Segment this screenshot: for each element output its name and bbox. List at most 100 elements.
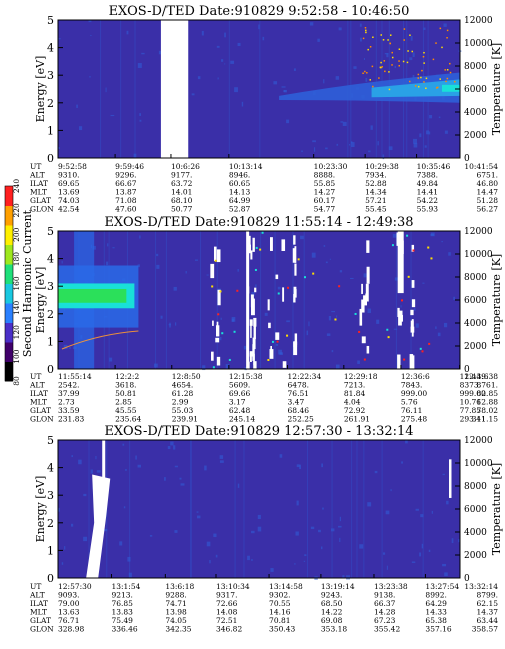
table-cell: 13:6:18 [165,582,194,591]
table-cell: 14.47 [477,188,499,197]
table-cell: 55.85 [314,179,336,188]
panel-title: EXOS-D/TED Date:910829 12:57:30 - 13:32:… [104,424,413,439]
table-cell: 13:19:14 [321,582,355,591]
row-label: GLON [30,415,54,424]
table-cell: 8888. [314,171,335,180]
table-cell: 9310. [58,171,79,180]
table-cell: 72.66 [216,599,238,608]
table-cell: 68.46 [288,406,310,415]
y-axis-label: Energy [eV] [34,267,47,334]
colorbar-segment [5,264,13,284]
row-label: MLT [30,188,47,197]
y-tick-label: 5 [47,434,54,447]
table-cell: 353.18 [321,625,347,634]
row-label: ALT [29,591,45,600]
white-streaks [86,440,452,578]
spectrogram-background [58,440,460,578]
table-cell: 52.87 [229,205,251,214]
y2-tick-label: 12000 [464,436,493,446]
y2-tick-label: 0 [464,154,470,164]
table-cell: 11:55:14 [58,372,92,381]
table-cell: 12:36:6 [401,372,430,381]
table-cell: 45.55 [115,406,137,415]
row-label: UT [30,162,41,171]
table-cell: 14.33 [425,608,447,617]
row-label: UT [30,372,41,381]
table-cell: 72.51 [216,616,237,625]
plasma-core [58,231,139,369]
row-label: ILAT [30,389,48,398]
table-cell: 10:29:38 [365,162,399,171]
table-cell: 12:29:18 [344,372,378,381]
table-cell: 14.37 [477,608,499,617]
table-cell: 14.41 [417,188,438,197]
table-cell: 76.85 [111,599,133,608]
table-cell: 69.66 [229,389,251,398]
y2-tick-label: 12000 [464,227,493,237]
table-cell: 2.85 [115,398,132,407]
y-axis-label: Energy [eV] [34,56,47,123]
table-cell: 55.45 [365,205,387,214]
y2-axis-label: Temperature [K] [490,43,503,135]
table-cell: 77.85 [460,406,482,415]
table-cell: 2.99 [172,398,189,407]
row-label: ILAT [30,179,48,188]
y2-tick-label: 2000 [464,551,487,561]
table-cell: 54.22 [417,196,439,205]
table-cell: 76.51 [288,389,309,398]
table-cell: 3618. [115,381,136,390]
colorbar-segment [5,322,13,343]
y-tick-label: 2 [47,97,54,110]
table-cell: 328.98 [58,625,84,634]
table-cell: 8946. [229,171,250,180]
table-cell: 999.00 [460,389,486,398]
panel-2: EXOS-D/TED Date:910829 11:55:14 - 12:49:… [29,215,503,424]
table-cell: 76.11 [401,406,422,415]
y-tick-label: 5 [47,225,54,238]
table-cell: 6751. [477,171,498,180]
colorbar-segment [5,205,13,226]
y2-tick-label: 10000 [464,39,493,49]
y2-axis-label: Temperature [K] [490,463,503,555]
table-cell: 12.88 [477,398,499,407]
row-label: GLAT [30,406,51,415]
table-cell: 70.81 [269,616,290,625]
table-cell: 9:59:46 [115,162,144,171]
y2-tick-label: 6000 [464,296,487,306]
table-cell: 14.13 [229,188,251,197]
y-tick-label: 0 [47,363,54,376]
table-cell: 12:22:34 [288,372,322,381]
y2-tick-label: 6000 [464,85,487,95]
colorbar-segment [5,186,13,206]
orbit-table: UT 11:55:14 12:2:2 12:8:50 12:15:38 12:22:34 1… [29,372,498,424]
y2-tick-label: 2000 [464,131,487,141]
y2-tick-label: 0 [464,365,470,375]
table-cell: 62.48 [229,406,251,415]
table-cell: 12:15:38 [229,372,263,381]
colorbar-tick-label: 100 [12,349,21,364]
y-tick-label: 2 [47,308,54,321]
table-cell: 13:10:34 [216,582,250,591]
table-cell: 13.69 [58,188,80,197]
table-cell: 5609. [229,381,250,390]
y2-tick-label: 4000 [464,528,487,538]
table-cell: 66.37 [374,599,396,608]
row-label: ALT [29,171,45,180]
table-cell: 8992. [425,591,446,600]
colorbar-tick-label: 160 [12,276,21,291]
y-axis-label: Energy [eV] [34,476,47,543]
table-cell: 8799. [477,591,498,600]
y-tick-label: 3 [47,280,54,293]
table-cell: 358.57 [472,625,498,634]
colorbar-segment [5,361,13,382]
table-cell: 74.71 [165,599,186,608]
row-label: GLON [30,205,54,214]
table-cell: 12:2:2 [115,372,139,381]
y-tick-label: 1 [47,124,54,137]
table-cell: 62.15 [477,599,499,608]
table-cell: 42.54 [58,205,80,214]
table-cell: 68.10 [171,196,193,205]
y2-tick-label: 2000 [464,342,487,352]
table-cell: 55.93 [417,205,439,214]
